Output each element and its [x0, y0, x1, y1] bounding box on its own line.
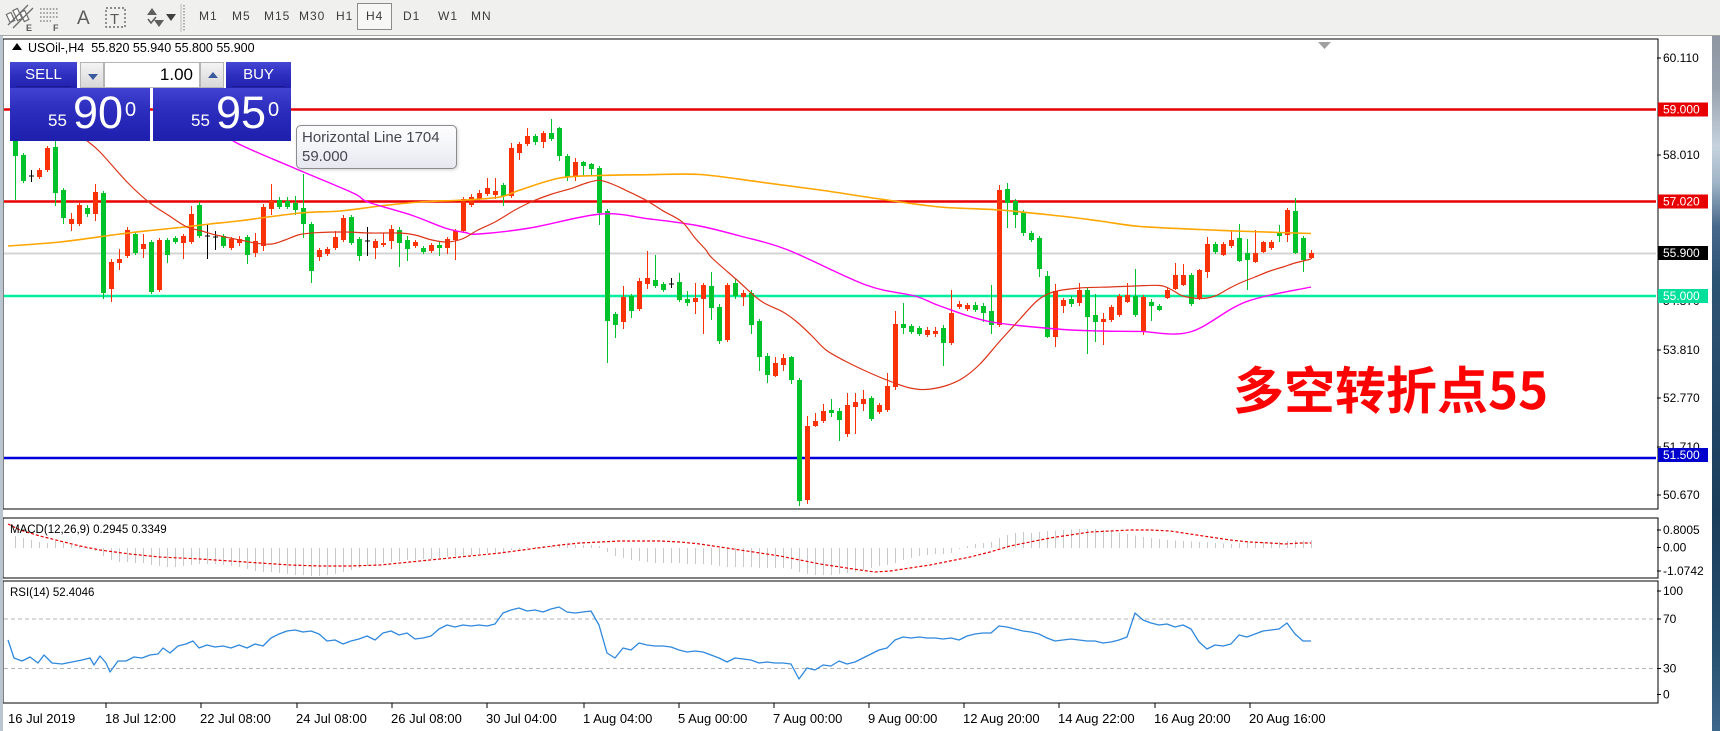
svg-text:55.900: 55.900: [1663, 246, 1700, 260]
svg-text:16 Aug 20:00: 16 Aug 20:00: [1154, 711, 1231, 726]
svg-text:14 Aug 22:00: 14 Aug 22:00: [1058, 711, 1135, 726]
svg-text:0: 0: [1663, 688, 1670, 702]
svg-text:18 Jul 12:00: 18 Jul 12:00: [105, 711, 176, 726]
svg-text:55.000: 55.000: [1663, 289, 1700, 303]
svg-text:57.020: 57.020: [1663, 195, 1700, 209]
svg-text:-1.0742: -1.0742: [1663, 564, 1704, 578]
svg-text:51.500: 51.500: [1663, 448, 1700, 462]
svg-text:7 Aug 00:00: 7 Aug 00:00: [773, 711, 842, 726]
svg-text:MACD(12,26,9) 0.2945 0.3349: MACD(12,26,9) 0.2945 0.3349: [10, 524, 167, 536]
svg-text:58.010: 58.010: [1663, 148, 1700, 162]
svg-text:100: 100: [1663, 584, 1683, 598]
svg-text:USOil-,H4 55.820 55.940 55.80: USOil-,H4 55.820 55.940 55.800 55.900: [28, 41, 255, 55]
svg-text:20 Aug 16:00: 20 Aug 16:00: [1249, 711, 1326, 726]
svg-text:A: A: [77, 8, 90, 29]
svg-text:30: 30: [1663, 662, 1677, 676]
svg-text:9 Aug 00:00: 9 Aug 00:00: [868, 711, 937, 726]
svg-text:53.810: 53.810: [1663, 343, 1700, 357]
svg-text:5 Aug 00:00: 5 Aug 00:00: [678, 711, 747, 726]
svg-text:F: F: [53, 23, 59, 33]
svg-text:0.00: 0.00: [1663, 541, 1687, 555]
svg-text:1 Aug 04:00: 1 Aug 04:00: [583, 711, 652, 726]
svg-text:52.770: 52.770: [1663, 391, 1700, 405]
svg-text:24 Jul 08:00: 24 Jul 08:00: [296, 711, 367, 726]
svg-text:26 Jul 08:00: 26 Jul 08:00: [391, 711, 462, 726]
svg-text:60.110: 60.110: [1663, 51, 1699, 65]
svg-text:16 Jul 2019: 16 Jul 2019: [8, 711, 75, 726]
svg-text:59.000: 59.000: [1663, 103, 1700, 117]
svg-text:22 Jul 08:00: 22 Jul 08:00: [200, 711, 271, 726]
svg-text:50.670: 50.670: [1663, 488, 1700, 502]
svg-text:70: 70: [1663, 612, 1677, 626]
svg-text:RSI(14) 52.4046: RSI(14) 52.4046: [10, 587, 94, 599]
svg-text:T: T: [110, 11, 119, 28]
svg-text:12 Aug 20:00: 12 Aug 20:00: [963, 711, 1040, 726]
svg-text:0.8005: 0.8005: [1663, 523, 1700, 537]
svg-text:E: E: [26, 23, 32, 33]
svg-text:30 Jul 04:00: 30 Jul 04:00: [486, 711, 557, 726]
